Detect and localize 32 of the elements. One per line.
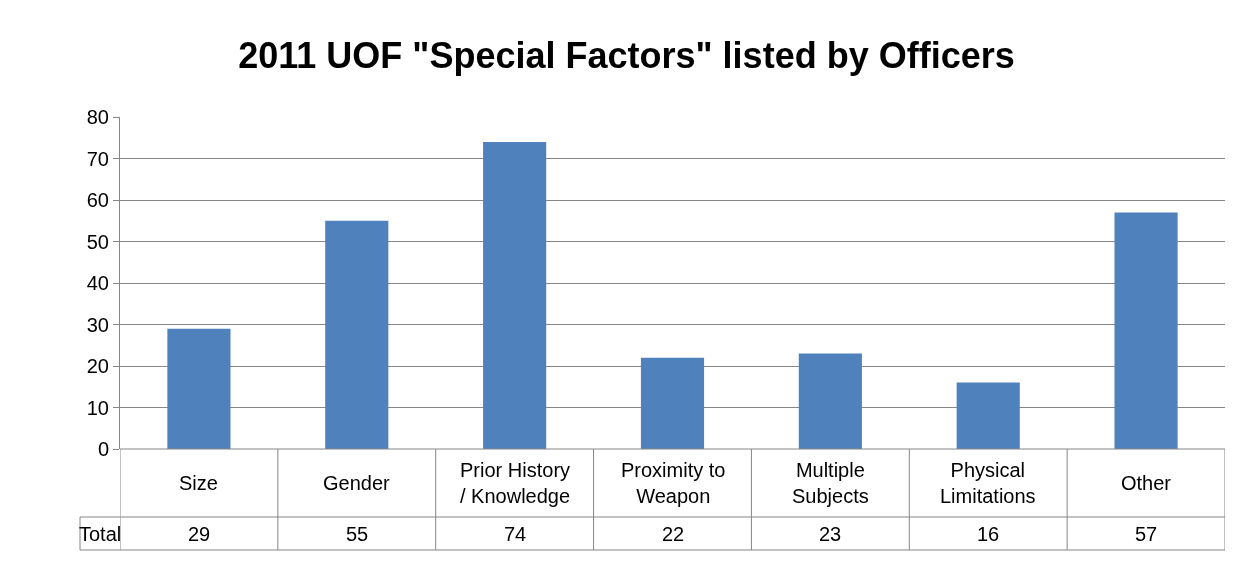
data-label: 29 [188,523,211,545]
y-tick-label: 60 [86,189,109,211]
data-label: 57 [1135,523,1158,545]
y-tick-label: 50 [86,230,109,253]
x-tick-label: Physical Limitations [940,459,1036,507]
data-label: 55 [346,523,369,545]
y-tick-label: 30 [86,313,109,336]
y-tick-label: 40 [86,272,109,294]
text: Total [79,523,122,545]
bar [1114,212,1178,449]
data-label: 22 [662,523,685,545]
bar [325,220,389,449]
bar [483,141,547,449]
x-tick-label: Prior History / Knowledge [460,459,571,507]
x-tick-label: Other [1121,472,1172,494]
x-tick-label: Gender [323,472,391,494]
chart-title: 2011 UOF "Special Factors" listed by Officers [238,34,1015,76]
x-tick-label: Proximity to Weapon [621,459,726,507]
bar [798,353,862,449]
x-tick-label: Size [179,472,218,494]
y-tick-label: 10 [86,396,109,419]
data-label: 74 [504,523,527,545]
data-label: 16 [977,523,1000,545]
data-label: 23 [819,523,842,545]
bar [640,357,705,449]
x-tick-label: Multiple Subjects [792,459,869,507]
bar [167,328,231,449]
y-tick-label: 70 [86,147,109,170]
y-tick-label: 80 [86,106,109,128]
bar [956,382,1020,449]
y-tick-label: 20 [86,355,109,377]
y-tick-label: 0 [97,438,109,460]
